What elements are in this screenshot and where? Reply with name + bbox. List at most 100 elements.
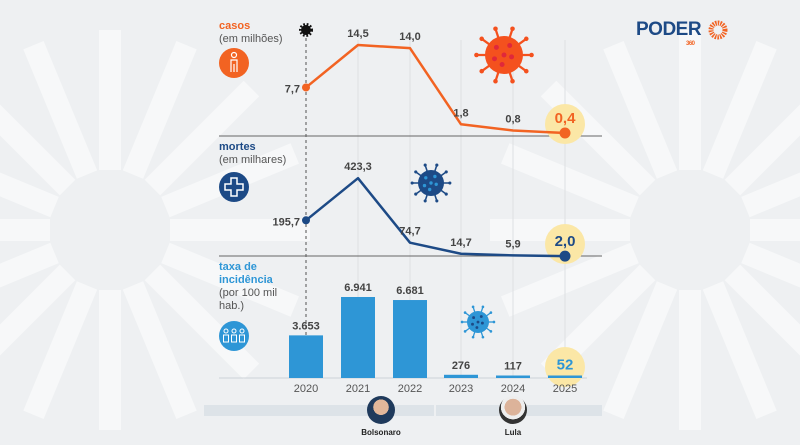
- casos-data-label: 7,7: [285, 83, 300, 95]
- virus-spike-tip: [479, 36, 484, 42]
- background-ray: [161, 242, 299, 317]
- virus-spike-tip: [492, 320, 496, 324]
- virus-dot: [472, 316, 476, 320]
- virus-spike-tip: [524, 36, 529, 42]
- background-ray: [23, 281, 98, 419]
- virus-dot: [476, 320, 480, 324]
- background-ray: [741, 242, 800, 288]
- person-body: [230, 59, 238, 72]
- casos-legend: casos (em milhões): [219, 20, 283, 46]
- virus-spike-tip: [489, 311, 493, 314]
- virus-blue-icon: [460, 305, 496, 339]
- virus-spike-tip: [481, 335, 485, 339]
- virus-dot: [428, 187, 432, 192]
- virus-spike-tip: [463, 311, 467, 314]
- casos-data-label: 14,5: [347, 28, 368, 40]
- mortes-data-label: 74,7: [399, 226, 420, 238]
- virus-spike-tip: [423, 163, 427, 167]
- virus-spike-tip: [414, 170, 418, 174]
- lula-avatar: [499, 396, 527, 424]
- background-ray: [702, 281, 777, 419]
- virus-black-icon: [299, 23, 313, 37]
- background-ray: [0, 104, 76, 196]
- cross: [224, 177, 244, 197]
- virus-spike-tip: [524, 68, 529, 74]
- background-ray: [603, 41, 678, 179]
- virus-spike-tip: [481, 305, 485, 309]
- person-head: [230, 51, 238, 59]
- virus-dot: [422, 183, 427, 188]
- mortes-legend: mortes (em milhares): [219, 141, 286, 167]
- background-ray: [501, 242, 639, 317]
- virus-dot: [424, 176, 428, 180]
- virus-dot: [429, 181, 433, 185]
- mortes-point: [559, 250, 571, 262]
- group-head: [239, 328, 245, 334]
- virus-spike-tip: [444, 170, 448, 174]
- incidencia-data-label: 52: [557, 357, 574, 374]
- background-ray: [702, 41, 777, 179]
- incidencia-legend: taxa de incidência (por 100 mil hab.): [219, 261, 289, 313]
- incidencia-bar: [393, 300, 427, 378]
- incidencia-data-label: 3.653: [292, 320, 320, 332]
- virus-spike-tip: [474, 52, 479, 58]
- casos-point: [559, 127, 571, 139]
- casos-data-label: 14,0: [399, 31, 420, 43]
- virus-spike-tip: [489, 330, 493, 333]
- group-head: [231, 328, 237, 334]
- background-ray: [501, 143, 639, 218]
- year-tick-label: 2025: [553, 383, 577, 395]
- virus-spike-tip: [410, 181, 414, 185]
- incidencia-data-label: 6.681: [396, 285, 424, 297]
- incidencia-data-label: 276: [452, 360, 470, 372]
- background-ray: [144, 80, 260, 196]
- virus-spike-tip: [423, 199, 427, 203]
- virus-spike-tip: [510, 78, 515, 84]
- casos-point: [302, 83, 310, 92]
- background-ray: [122, 281, 197, 419]
- person-icon: [219, 48, 249, 78]
- background-ray: [741, 172, 800, 218]
- casos-data-label: 1,8: [453, 107, 468, 119]
- virus-dot: [509, 54, 515, 60]
- group-body: [223, 334, 229, 343]
- logo-suffix: 360: [686, 41, 695, 47]
- background-ray: [724, 264, 800, 356]
- virus-orange-icon: [474, 26, 534, 84]
- group-body: [231, 334, 237, 343]
- virus-dot: [507, 43, 513, 48]
- virus-dot: [492, 56, 497, 62]
- virus-spike-tip: [463, 330, 467, 333]
- background-ray: [144, 264, 260, 380]
- bolsonaro-term-band: [204, 405, 434, 416]
- virus-spike-tip: [435, 199, 439, 203]
- incidencia-bar: [289, 335, 323, 378]
- virus-spike-tip: [444, 192, 448, 196]
- mortes-data-label: 423,3: [344, 161, 372, 173]
- mortes-data-label: 14,7: [450, 237, 471, 249]
- virus-spike-tip: [471, 305, 475, 309]
- virus-spike-tip: [529, 52, 534, 58]
- virus-spike-tip: [414, 192, 418, 196]
- incidencia-data-label: 117: [504, 361, 522, 373]
- virus-spike-tip: [479, 68, 484, 74]
- highlight-2025: [545, 104, 585, 144]
- casos-title: casos: [219, 20, 251, 32]
- virus-spike-tip: [493, 78, 498, 84]
- mortes-subtitle: (em milhares): [219, 154, 287, 166]
- background-ray: [603, 281, 678, 419]
- lula-name: Lula: [504, 428, 522, 437]
- virus-spike-tip: [460, 320, 464, 324]
- group-body: [239, 334, 245, 343]
- background-ray: [724, 104, 800, 196]
- poder360-logo: PODER 360: [636, 20, 728, 47]
- year-tick-label: 2021: [346, 383, 370, 395]
- virus-dot: [493, 44, 499, 50]
- mortes-point: [302, 216, 310, 225]
- virus-dot: [475, 326, 479, 329]
- casos-data-label: 0,8: [505, 114, 520, 126]
- year-tick-label: 2020: [294, 383, 318, 395]
